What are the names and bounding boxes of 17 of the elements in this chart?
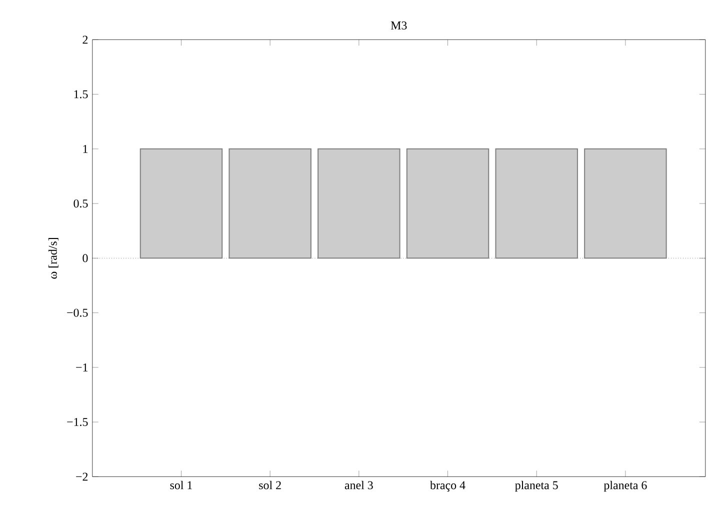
chart-title: M3 xyxy=(390,21,407,30)
x-tick-label: braço 4 xyxy=(430,480,466,492)
y-tick-label: −0.5 xyxy=(67,308,88,317)
y-tick-label: −1.5 xyxy=(67,418,88,426)
x-tick-label: planeta 5 xyxy=(515,480,558,492)
y-tick-label: 1.5 xyxy=(74,90,88,98)
y-tick-label: −1 xyxy=(76,363,88,372)
x-tick-label: planeta 6 xyxy=(604,480,647,492)
x-tick-label: anel 3 xyxy=(344,480,373,490)
y-tick-label: −2 xyxy=(76,472,88,481)
x-tick-label: sol 1 xyxy=(170,480,192,490)
y-tick-label: 0 xyxy=(82,254,88,262)
y-tick-label: 2 xyxy=(82,36,88,44)
x-tick-label: sol 2 xyxy=(259,480,281,490)
y-tick-label: 0.5 xyxy=(74,199,88,208)
y-axis-title: ω [rad/s] xyxy=(48,238,58,279)
y-tick-label: 1 xyxy=(83,144,88,153)
